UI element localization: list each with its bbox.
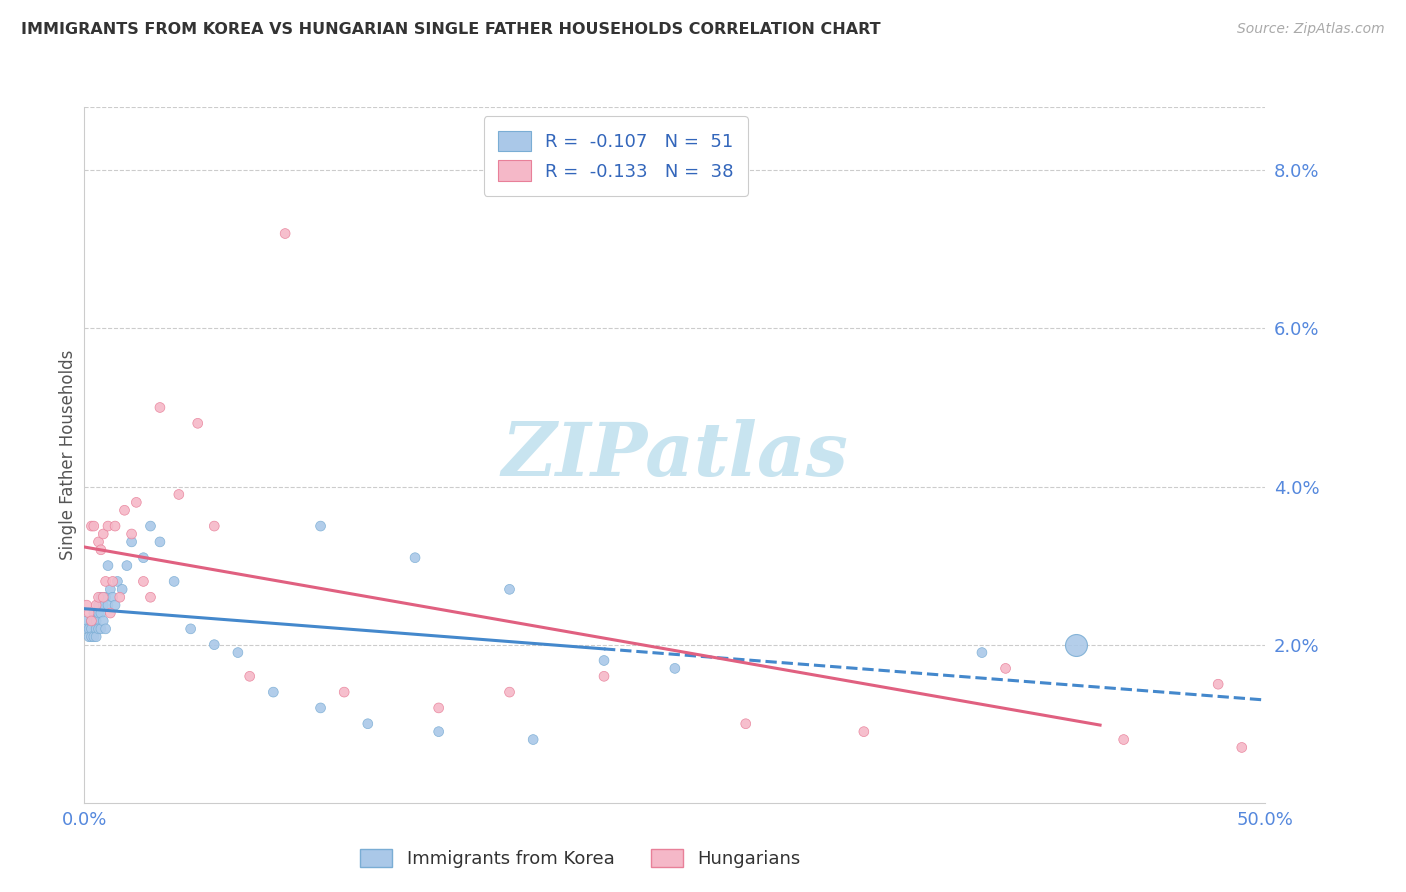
Point — [274, 227, 297, 241]
Point — [970, 646, 993, 660]
Point — [125, 495, 148, 509]
Point — [187, 417, 209, 431]
Point — [87, 606, 110, 620]
Point — [77, 630, 100, 644]
Point — [114, 503, 136, 517]
Point — [107, 574, 129, 589]
Point — [239, 669, 262, 683]
Point — [87, 534, 110, 549]
Point — [101, 574, 124, 589]
Point — [84, 622, 107, 636]
Point — [90, 622, 112, 636]
Point — [94, 574, 117, 589]
Point — [309, 701, 332, 715]
Point — [80, 614, 103, 628]
Point — [309, 519, 332, 533]
Point — [180, 622, 202, 636]
Text: ZIPatlas: ZIPatlas — [502, 418, 848, 491]
Point — [94, 622, 117, 636]
Point — [111, 582, 134, 597]
Point — [132, 574, 155, 589]
Point — [97, 519, 120, 533]
Point — [427, 724, 450, 739]
Point — [80, 519, 103, 533]
Point — [83, 606, 105, 620]
Point — [163, 574, 186, 589]
Point — [76, 614, 98, 628]
Point — [77, 622, 100, 636]
Point — [108, 591, 131, 605]
Point — [101, 591, 124, 605]
Point — [91, 591, 114, 605]
Point — [404, 550, 426, 565]
Point — [104, 598, 127, 612]
Point — [90, 591, 112, 605]
Point — [1230, 740, 1253, 755]
Point — [94, 591, 117, 605]
Point — [522, 732, 544, 747]
Point — [80, 622, 103, 636]
Point — [498, 582, 520, 597]
Point — [427, 701, 450, 715]
Point — [76, 598, 98, 612]
Point — [121, 534, 143, 549]
Point — [664, 661, 686, 675]
Point — [994, 661, 1017, 675]
Point — [139, 519, 162, 533]
Point — [98, 582, 121, 597]
Point — [149, 534, 172, 549]
Point — [1206, 677, 1229, 691]
Point — [80, 630, 103, 644]
Point — [202, 638, 225, 652]
Point — [91, 598, 114, 612]
Point — [83, 519, 105, 533]
Point — [76, 622, 98, 636]
Point — [498, 685, 520, 699]
Point — [333, 685, 356, 699]
Point — [97, 598, 120, 612]
Point — [91, 527, 114, 541]
Point — [87, 591, 110, 605]
Point — [167, 487, 190, 501]
Point — [87, 622, 110, 636]
Point — [593, 669, 616, 683]
Point — [262, 685, 284, 699]
Point — [77, 606, 100, 620]
Point — [121, 527, 143, 541]
Point — [1066, 638, 1088, 652]
Point — [97, 558, 120, 573]
Y-axis label: Single Father Households: Single Father Households — [59, 350, 77, 560]
Point — [84, 630, 107, 644]
Point — [90, 606, 112, 620]
Text: IMMIGRANTS FROM KOREA VS HUNGARIAN SINGLE FATHER HOUSEHOLDS CORRELATION CHART: IMMIGRANTS FROM KOREA VS HUNGARIAN SINGL… — [21, 22, 880, 37]
Point — [357, 716, 380, 731]
Point — [202, 519, 225, 533]
Point — [149, 401, 172, 415]
Point — [84, 614, 107, 628]
Point — [132, 550, 155, 565]
Point — [83, 614, 105, 628]
Point — [104, 519, 127, 533]
Point — [593, 653, 616, 667]
Point — [83, 630, 105, 644]
Point — [90, 542, 112, 557]
Point — [115, 558, 138, 573]
Point — [226, 646, 249, 660]
Point — [734, 716, 756, 731]
Legend: Immigrants from Korea, Hungarians: Immigrants from Korea, Hungarians — [352, 840, 810, 877]
Point — [80, 614, 103, 628]
Point — [139, 591, 162, 605]
Point — [91, 614, 114, 628]
Point — [852, 724, 875, 739]
Point — [84, 598, 107, 612]
Point — [87, 598, 110, 612]
Text: Source: ZipAtlas.com: Source: ZipAtlas.com — [1237, 22, 1385, 37]
Point — [98, 606, 121, 620]
Point — [1112, 732, 1135, 747]
